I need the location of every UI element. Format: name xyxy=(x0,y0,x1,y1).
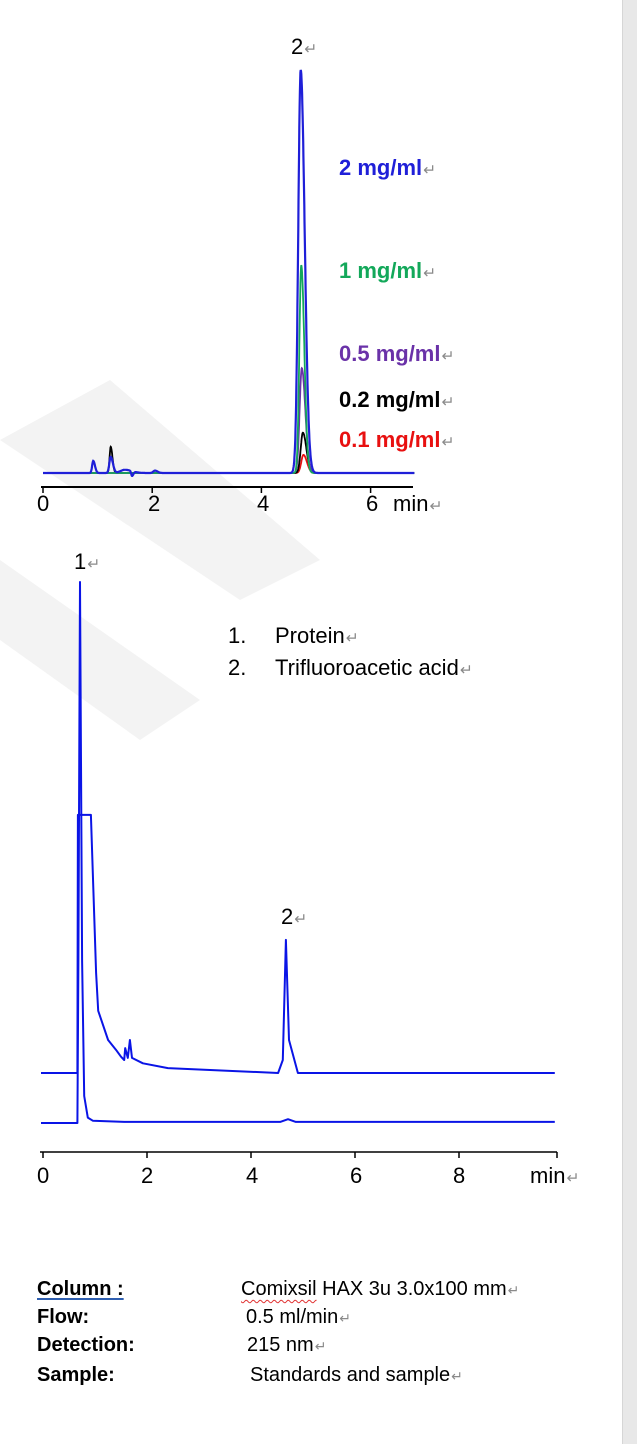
column-brand: Comixsil xyxy=(241,1278,317,1300)
legend-01mgml: 0.1 mg/ml xyxy=(339,427,454,453)
peak-list-item-tfa: Trifluoroacetic acid xyxy=(275,655,473,681)
sample-label: Sample: xyxy=(37,1364,115,1386)
top-peak-label-2: 2 xyxy=(291,34,317,60)
bottom-x-tick-0: 0 xyxy=(37,1163,50,1188)
flow-value: 0.5 ml/min xyxy=(246,1306,351,1329)
top-x-tick-4: 4 xyxy=(257,491,270,516)
top-x-tick-0: 0 xyxy=(37,491,50,516)
top-x-axis-label: min xyxy=(393,491,442,517)
detection-value: 215 nm xyxy=(247,1334,326,1357)
vertical-scrollbar[interactable] xyxy=(622,0,637,1444)
bottom-x-tick-2: 2 xyxy=(141,1163,154,1188)
trace-2-mg-ml xyxy=(43,69,415,477)
peak-list-number-1: 1. xyxy=(228,623,247,648)
bottom-peak-label-1: 1 xyxy=(74,549,100,575)
bottom-x-axis-label: min xyxy=(530,1163,579,1189)
bottom-chromatogram xyxy=(40,581,558,1158)
watermark xyxy=(0,380,320,740)
top-chromatogram xyxy=(41,69,415,493)
bottom-peak-label-2: 2 xyxy=(281,904,307,930)
top-x-tick-6: 6 xyxy=(366,491,379,516)
bottom-x-tick-8: 8 xyxy=(453,1163,466,1188)
top-x-tick-2: 2 xyxy=(148,491,161,516)
bottom-trace-2 xyxy=(41,581,555,1124)
peak-list-number-2: 2. xyxy=(228,655,247,680)
bottom-x-tick-4: 4 xyxy=(246,1163,259,1188)
bottom-x-tick-6: 6 xyxy=(350,1163,363,1188)
legend-2mgml: 2 mg/ml xyxy=(339,155,436,181)
legend-02mgml: 0.2 mg/ml xyxy=(339,387,454,413)
column-value: Comixsil HAX 3u 3.0x100 mm xyxy=(241,1278,519,1301)
detection-label: Detection: xyxy=(37,1334,135,1356)
legend-05mgml: 0.5 mg/ml xyxy=(339,341,454,367)
legend-1mgml: 1 mg/ml xyxy=(339,258,436,284)
bottom-trace-1 xyxy=(41,813,555,1074)
column-label: Column : xyxy=(37,1278,124,1300)
flow-label: Flow: xyxy=(37,1306,90,1328)
column-spec: HAX 3u 3.0x100 mm xyxy=(316,1278,507,1300)
sample-value: Standards and sample xyxy=(250,1364,463,1387)
peak-list-item-protein: Protein xyxy=(275,623,359,649)
